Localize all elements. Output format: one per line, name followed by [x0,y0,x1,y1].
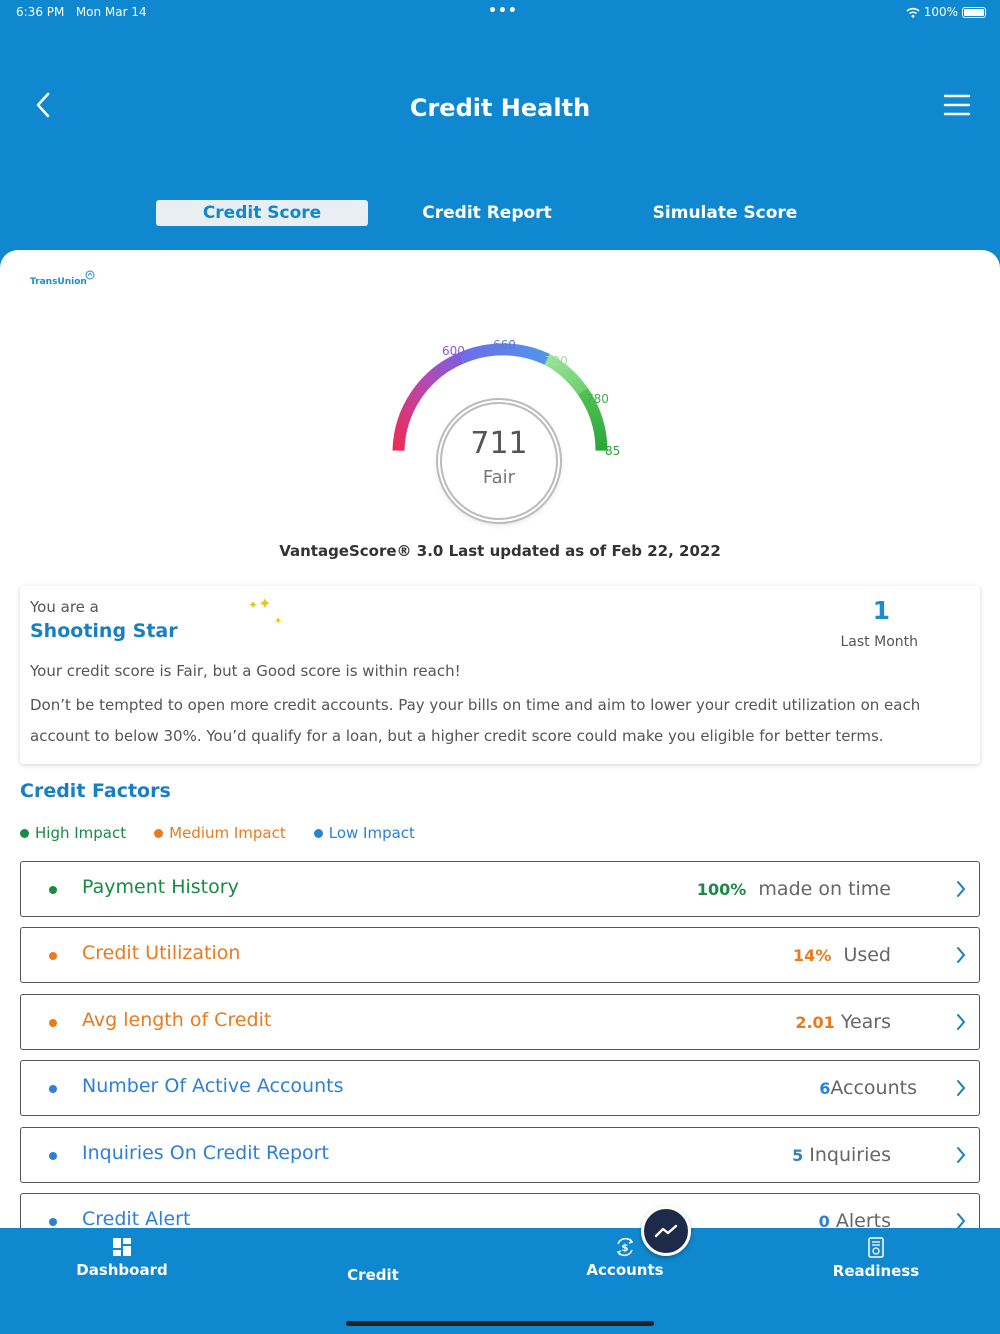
impact-dot [49,1019,57,1027]
rank-title: Shooting Star [30,620,178,642]
impact-dot [49,1085,57,1093]
nav-readiness[interactable]: Readiness [796,1228,956,1280]
gauge-tick: 850 [605,444,620,458]
factor-inquiries[interactable]: Inquiries On Credit Report 5 Inquiries [20,1127,980,1183]
chevron-right-icon [957,1213,966,1229]
factor-payment-history[interactable]: Payment History 100% made on time [20,861,980,917]
factor-value: 5 Inquiries [792,1144,891,1166]
credit-fab[interactable] [641,1206,691,1256]
status-right: 100% [906,5,986,19]
score-value: 711 [470,426,528,461]
tab-credit-report[interactable]: Credit Report [422,203,552,223]
impact-dot [49,952,57,960]
insight-advice: Don’t be tempted to open more credit acc… [30,696,921,745]
gauge-segment-fair [459,343,550,365]
rank-prefix: You are a [30,598,99,616]
nav-label: Readiness [832,1262,920,1280]
factor-name: Number Of Active Accounts [82,1075,344,1097]
factor-value: 6Accounts [819,1077,917,1099]
nav-label: Credit [347,1266,399,1284]
trend-icon [654,1224,678,1238]
main-content: TransUnion [0,250,1000,1334]
factor-avg-length-of-credit[interactable]: Avg length of Credit 2.01 Years [20,994,980,1050]
factor-value: 2.01 Years [795,1011,891,1033]
impact-dot [49,886,57,894]
rank-period: Last Month [840,634,919,650]
impact-legend: High Impact Medium Impact Low Impact [20,824,415,842]
tab-credit-score[interactable]: Credit Score [156,200,368,226]
legend-low-impact: Low Impact [313,824,415,842]
gauge-tick: 600 [442,344,465,358]
multitasking-dots-icon[interactable]: ••• [488,3,518,19]
score-circle: 711 Fair [440,402,558,520]
page-title: Credit Health [409,94,591,122]
gauge-tick: 720 [545,354,568,368]
gauge-segment-poor [392,352,465,451]
nav-label: Dashboard [76,1261,168,1279]
back-button[interactable] [28,88,58,122]
sparkle-stars-icon: ✦✦ ✦ [248,594,283,627]
nav-credit[interactable]: Credit [293,1206,691,1284]
insight-summary: Your credit score is Fair, but a Good sc… [30,662,461,680]
battery-percent: 100% [923,5,958,19]
nav-label: Accounts [586,1261,664,1279]
home-indicator[interactable] [346,1321,654,1326]
factor-active-accounts[interactable]: Number Of Active Accounts 6Accounts [20,1060,980,1116]
factor-value: 100% made on time [696,878,891,900]
menu-button[interactable] [942,92,972,118]
tab-bar: Credit Score Credit Report Simulate Scor… [0,200,1000,230]
transunion-logo: TransUnion [30,270,95,287]
factor-name: Avg length of Credit [82,1009,272,1031]
dollar-cycle-icon: $ [616,1238,634,1256]
factor-name: Payment History [82,876,239,898]
gauge-tick: 780 [586,392,609,406]
gauge-tick: 660 [493,338,516,352]
chevron-left-icon [36,92,50,118]
credit-factors-title: Credit Factors [20,780,171,802]
chevron-right-icon [957,1014,966,1030]
hamburger-menu-icon [943,94,971,116]
gauge-segment-good [544,354,588,395]
document-icon [868,1237,884,1258]
insight-card: You are a Shooting Star ✦✦ ✦ 1 Last Month… [20,586,980,764]
chevron-right-icon [957,1080,966,1096]
score-updated-text: VantageScore® 3.0 Last updated as of Feb… [279,542,721,560]
factor-value: 0 Alerts [818,1210,891,1232]
factor-value: 14% Used [793,944,891,966]
factor-credit-utilization[interactable]: Credit Utilization 14% Used [20,927,980,983]
svg-text:$: $ [622,1243,629,1254]
legend-medium-impact: Medium Impact [154,824,286,842]
tab-simulate-score[interactable]: Simulate Score [652,203,798,223]
chevron-right-icon [957,881,966,897]
battery-icon [962,6,986,18]
status-time: 6:36 PM Mon Mar 14 [16,5,147,19]
bottom-nav: Dashboard Credit $ Accounts Readiness [0,1206,1000,1334]
dashboard-icon [113,1238,131,1256]
score-rating: Fair [482,467,516,488]
status-bar: 6:36 PM Mon Mar 14 ••• 100% [0,0,1000,24]
legend-high-impact: High Impact [20,824,126,842]
score-gauge: 600 660 720 780 850 [392,338,620,458]
rank-count: 1 [872,596,890,625]
wifi-icon [906,7,920,18]
chevron-right-icon [957,1147,966,1163]
factor-name: Credit Alert [82,1208,191,1230]
nav-dashboard[interactable]: Dashboard [42,1228,202,1279]
factor-name: Inquiries On Credit Report [82,1142,329,1164]
factor-name: Credit Utilization [82,942,241,964]
gauge-segment-excellent [577,387,608,451]
nav-accounts[interactable]: $ Accounts [545,1228,705,1279]
impact-dot [49,1152,57,1160]
chevron-right-icon [957,947,966,963]
impact-dot [49,1218,57,1226]
